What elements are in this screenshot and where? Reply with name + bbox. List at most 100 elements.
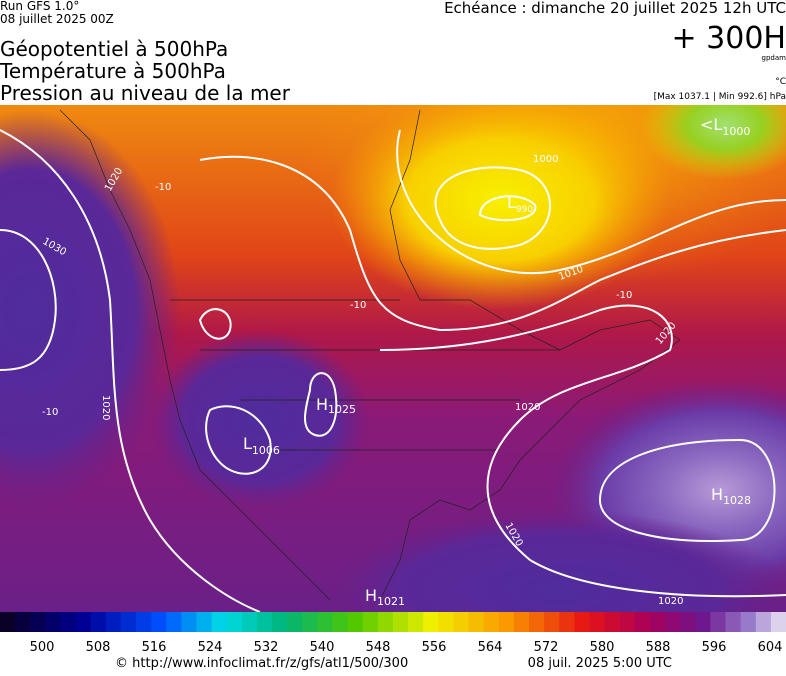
center-value: 1000: [722, 125, 750, 138]
isotherm-label: -10: [42, 407, 58, 418]
colorbar-label: 572: [534, 640, 559, 655]
colorbar-swatch: [756, 612, 772, 632]
isobar-label: 1020: [658, 596, 683, 607]
colorbar-label: 580: [590, 640, 615, 655]
colorbar-label: 604: [758, 640, 783, 655]
colorbar-swatch: [438, 612, 454, 632]
colorbar-swatch: [151, 612, 167, 632]
colorbar-swatch: [212, 612, 228, 632]
colorbar-swatch: [710, 612, 726, 632]
unit-label: gpdam: [762, 54, 786, 62]
colorbar-swatch: [499, 612, 515, 632]
colorbar-swatch: [317, 612, 333, 632]
colorbar-swatch: [197, 612, 213, 632]
colorbar-swatch: [348, 612, 364, 632]
colorbar-swatch: [272, 612, 288, 632]
low-height-area: [150, 330, 370, 510]
colorbar-swatch: [60, 612, 76, 632]
colorbar-swatch: [650, 612, 666, 632]
center-letter: H: [711, 485, 723, 504]
center-letter: H: [316, 395, 328, 414]
isobar-label: 1020: [515, 402, 540, 413]
colorbar-swatch: [620, 612, 636, 632]
colorbar-label: 500: [30, 640, 55, 655]
colorbar-swatch: [227, 612, 243, 632]
source-url: © http://www.infoclimat.fr/z/gfs/atl1/50…: [115, 656, 408, 671]
center-letter: H: [365, 586, 377, 605]
colorbar-swatch: [590, 612, 606, 632]
map-title: Géopotentiel à 500hPa: [0, 37, 228, 61]
center-letter: L: [507, 193, 516, 212]
colorbar-swatch: [91, 612, 107, 632]
colorbar-swatch: [635, 612, 651, 632]
colorbar-swatch: [242, 612, 258, 632]
colorbar-swatch: [76, 612, 92, 632]
colorbar-swatch: [333, 612, 349, 632]
colorbar-label: 524: [198, 640, 223, 655]
center-value: 1025: [328, 403, 356, 416]
map-title: Pression au niveau de la mer: [0, 81, 291, 105]
center-value: 1028: [723, 494, 751, 507]
center-letter: L: [243, 434, 252, 453]
colorbar-swatch: [665, 612, 681, 632]
colorbar-swatch: [15, 612, 31, 632]
colorbar-swatch: [181, 612, 197, 632]
colorbar-swatch: [726, 612, 742, 632]
isotherm-label: -10: [350, 300, 366, 311]
center-value: 990: [516, 205, 533, 215]
colorbar-swatch: [529, 612, 545, 632]
colorbar-label: 556: [422, 640, 447, 655]
colorbar-swatch: [695, 612, 711, 632]
colorbar-swatch: [45, 612, 61, 632]
colorbar-label: 596: [702, 640, 727, 655]
colorbar-swatch: [741, 612, 757, 632]
colorbar-swatch: [106, 612, 122, 632]
center-value: 1006: [252, 444, 280, 457]
forecast-time: Echéance : dimanche 20 juillet 2025 12h …: [444, 0, 786, 17]
colorbar-label: 540: [310, 640, 335, 655]
warm-core: [330, 90, 670, 310]
center-value: 1021: [377, 595, 405, 608]
colorbar-swatch: [514, 612, 530, 632]
colorbar-swatch: [378, 612, 394, 632]
isobar-label: 1000: [533, 154, 558, 165]
lead-time: + 300H: [672, 21, 786, 56]
colorbar-swatch: [121, 612, 137, 632]
isobar-label: 1020: [100, 395, 111, 420]
colorbar-swatch: [0, 612, 16, 632]
colorbar-swatch: [363, 612, 379, 632]
colorbar-swatch: [408, 612, 424, 632]
colorbar-swatch: [302, 612, 318, 632]
colorbar-swatch: [605, 612, 621, 632]
colorbar-swatch: [453, 612, 469, 632]
colorbar-label: 588: [646, 640, 671, 655]
colorbar-swatch: [423, 612, 439, 632]
colorbar-label: 564: [478, 640, 503, 655]
issue-date: 08 juil. 2025 5:00 UTC: [528, 656, 672, 671]
colorbar-label: 532: [254, 640, 279, 655]
colorbar: 500 508 516 524 532 540 548 556 564 572 580 588 596 6…: [0, 612, 786, 655]
colorbar-label: 508: [86, 640, 111, 655]
colorbar-label: 516: [142, 640, 167, 655]
colorbar-swatch: [393, 612, 409, 632]
colorbar-swatch: [574, 612, 590, 632]
colorbar-swatch: [559, 612, 575, 632]
colorbar-swatch: [680, 612, 696, 632]
colorbar-swatch: [544, 612, 560, 632]
colorbar-swatch: [166, 612, 182, 632]
run-date: 08 juillet 2025 00Z: [0, 12, 114, 26]
colorbar-swatch: [136, 612, 152, 632]
pressure-extremes: [Max 1037.1 | Min 992.6] hPa: [654, 92, 786, 102]
temperature-unit: °C: [775, 77, 786, 87]
map-title: Température à 500hPa: [0, 59, 226, 83]
colorbar-label: 548: [366, 640, 391, 655]
colorbar-swatch: [30, 612, 46, 632]
colorbar-swatch: [484, 612, 500, 632]
colorbar-swatch: [469, 612, 485, 632]
colorbar-swatch: [287, 612, 303, 632]
center-letter: <L: [700, 115, 722, 134]
colorbar-swatch: [257, 612, 273, 632]
colorbar-swatch: [771, 612, 786, 632]
isotherm-label: -10: [155, 182, 171, 193]
